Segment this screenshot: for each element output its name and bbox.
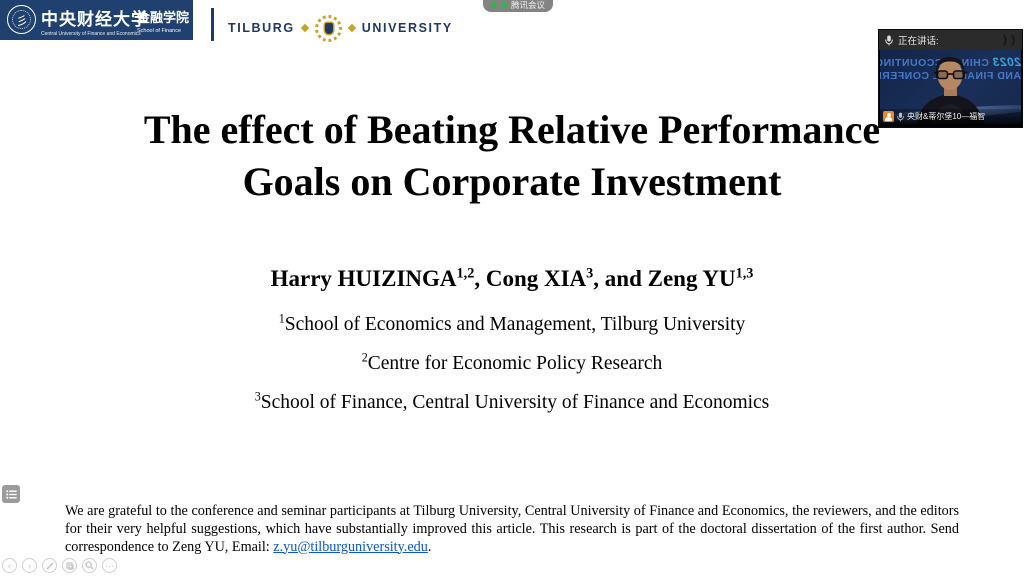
tilburg-word: TILBURG bbox=[228, 21, 295, 35]
tilburg-logo: TILBURG UNIVERSITY bbox=[228, 12, 453, 44]
cufe-name-en: Central University of Finance and Econom… bbox=[41, 31, 141, 37]
slide-title-line1: The effect of Beating Relative Performan… bbox=[143, 107, 881, 152]
microphone-icon bbox=[885, 35, 893, 45]
authors-line: Harry HUIZINGA1,2, Cong XIA3, and Zeng Y… bbox=[0, 266, 1024, 292]
participant-mic-icon bbox=[897, 112, 904, 121]
zoom-button[interactable] bbox=[82, 558, 97, 573]
cufe-emblem-icon: 彡 bbox=[7, 5, 36, 34]
list-icon bbox=[5, 489, 17, 499]
speaking-status-label: 正在讲话: bbox=[898, 36, 939, 47]
meeting-app-badge[interactable]: 腾讯会议 bbox=[483, 0, 554, 12]
next-slide-button[interactable]: › bbox=[22, 558, 37, 573]
cufe-name-cn: 中央财经大学 bbox=[41, 10, 149, 29]
more-options-button[interactable]: ⋯ bbox=[102, 558, 117, 573]
author: , and Zeng YU1,3 bbox=[593, 265, 754, 291]
affiliation-3: 3School of Finance, Central University o… bbox=[254, 389, 770, 413]
speaker-video-panel[interactable]: 正在讲话: ❫❫ 2023 CHINA ACCOUNTING AND FINAN… bbox=[879, 30, 1022, 127]
participant-name: 央财&蒂尔堡10—福智 bbox=[907, 112, 986, 121]
prev-slide-button[interactable]: ‹ bbox=[2, 558, 17, 573]
logo-divider bbox=[211, 8, 214, 41]
affiliation-2: 2Centre for Economic Policy Research bbox=[361, 350, 663, 374]
meeting-app-label: 腾讯会议 bbox=[511, 0, 546, 10]
tilburg-diamond-icon bbox=[300, 23, 309, 33]
author: , Cong XIA3 bbox=[474, 265, 594, 291]
footnote-period: . bbox=[427, 538, 432, 555]
acknowledgement-footnote: We are grateful to the conference and se… bbox=[65, 503, 959, 556]
participant-name-bar: 央财&蒂尔堡10—福智 bbox=[880, 109, 1021, 124]
slide-title: The effect of Beating Relative Performan… bbox=[0, 104, 1024, 208]
affiliation-1: 1School of Economics and Management, Til… bbox=[278, 311, 746, 335]
email-link[interactable]: z.yu@tilburguniversity.edu bbox=[273, 538, 428, 555]
slide-list-button[interactable] bbox=[2, 485, 20, 503]
collapse-arrows-icon[interactable]: ❫❫ bbox=[999, 33, 1018, 47]
cufe-school-en: School of Finance bbox=[137, 28, 182, 34]
tilburg-word: UNIVERSITY bbox=[361, 21, 453, 35]
video-panel-header[interactable]: 正在讲话: ❫❫ bbox=[879, 30, 1022, 50]
participant-avatar-icon bbox=[883, 111, 894, 122]
tilburg-diamond-icon bbox=[347, 23, 356, 33]
video-feed: 2023 CHINA ACCOUNTING AND FINANCIAL CONF… bbox=[880, 50, 1021, 124]
meeting-shield-icon bbox=[501, 2, 507, 8]
cufe-school-cn: 金融学院 bbox=[137, 10, 190, 25]
cufe-logo-banner: 彡 中央财经大学 Central University of Finance a… bbox=[0, 0, 193, 40]
footnote-text: We are grateful to the conference and se… bbox=[65, 503, 959, 555]
affiliations: 1School of Economics and Management, Til… bbox=[0, 312, 1024, 429]
pen-annotate-button[interactable] bbox=[42, 558, 57, 573]
slideshow-controls: ‹ › ⋯ bbox=[2, 558, 117, 573]
slide-title-line2: Goals on Corporate Investment bbox=[242, 159, 782, 204]
copy-view-button[interactable] bbox=[62, 558, 77, 573]
author: Harry HUIZINGA1,2 bbox=[270, 265, 475, 291]
meeting-status-icon bbox=[491, 2, 497, 8]
tilburg-emblem-icon bbox=[314, 14, 342, 42]
